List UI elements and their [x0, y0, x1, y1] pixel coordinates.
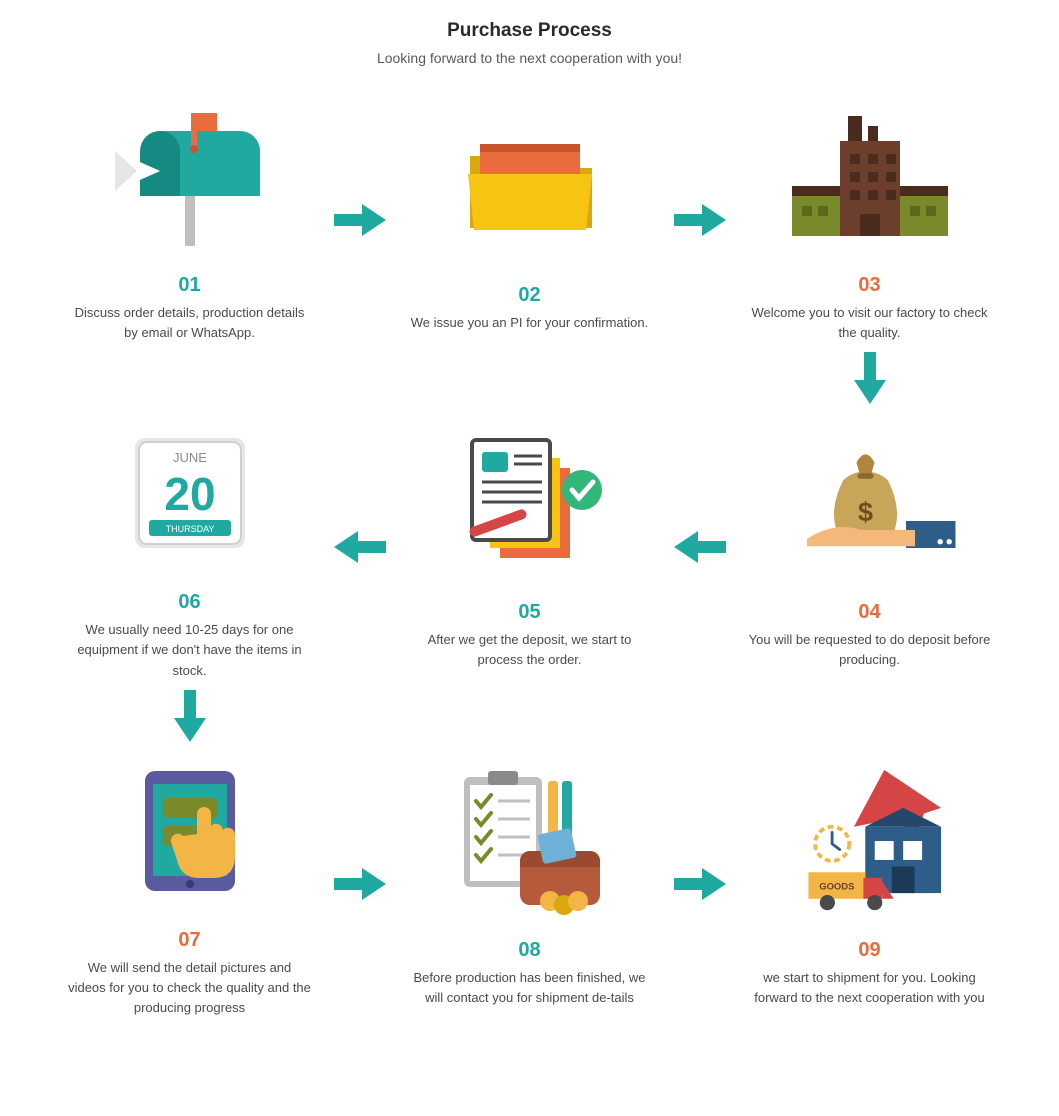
mailbox-icon [100, 96, 280, 256]
arrow-down-icon [60, 681, 320, 751]
step-number: 08 [518, 939, 540, 962]
step-01: 01 Discuss order details, production det… [60, 96, 320, 343]
step-desc: we start to shipment for you. Looking fo… [740, 968, 1000, 1008]
step-desc: We usually need 10-25 days for one equip… [60, 620, 320, 680]
step-number: 01 [178, 274, 200, 297]
page-subtitle: Looking forward to the next cooperation … [0, 50, 1059, 66]
step-07: 07 We will send the detail pictures and … [60, 751, 320, 1018]
step-number: 07 [178, 929, 200, 952]
step-number: 02 [518, 284, 540, 307]
step-04: $ 04 You will be requested to do deposit… [740, 423, 1000, 670]
factory-icon [780, 96, 960, 256]
step-desc: Discuss order details, production detail… [60, 303, 320, 343]
step-05: 05 After we get the deposit, we start to… [400, 423, 660, 670]
step-09: GOODS 09 we start to shipment for you. L… [740, 761, 1000, 1008]
calendar-icon: JUNE 20 THURSDAY [100, 413, 280, 573]
shipping-icon: GOODS [780, 761, 960, 921]
folder-icon [440, 106, 620, 266]
arrow-left-icon [660, 413, 740, 680]
step-desc: You will be requested to do deposit befo… [740, 630, 1000, 670]
step-desc: Before production has been finished, we … [400, 968, 660, 1008]
step-number: 03 [858, 274, 880, 297]
step-08: 08 Before production has been finished, … [400, 761, 660, 1008]
tablet-touch-icon [100, 751, 280, 911]
step-desc: Welcome you to visit our factory to chec… [740, 303, 1000, 343]
process-grid: 01 Discuss order details, production det… [0, 96, 1059, 1018]
step-number: 06 [178, 591, 200, 614]
svg-text:JUNE: JUNE [173, 450, 207, 465]
step-desc: We issue you an PI for your confirmation… [403, 313, 656, 333]
step-desc: We will send the detail pictures and vid… [60, 958, 320, 1018]
step-03: 03 Welcome you to visit our factory to c… [740, 96, 1000, 343]
svg-text:GOODS: GOODS [819, 881, 854, 892]
step-number: 09 [858, 939, 880, 962]
money-hand-icon: $ [780, 423, 960, 583]
page-title: Purchase Process [0, 20, 1059, 42]
arrow-right-icon [320, 96, 400, 343]
arrow-right-icon [660, 96, 740, 343]
svg-text:20: 20 [164, 468, 215, 520]
documents-check-icon [440, 423, 620, 583]
arrow-down-icon [740, 343, 1000, 413]
step-number: 04 [858, 601, 880, 624]
svg-text:$: $ [857, 497, 872, 527]
checklist-wallet-icon [440, 761, 620, 921]
arrow-right-icon [660, 751, 740, 1018]
svg-text:THURSDAY: THURSDAY [165, 524, 214, 534]
step-06: JUNE 20 THURSDAY 06 We usually need 10-2… [60, 413, 320, 680]
step-desc: After we get the deposit, we start to pr… [400, 630, 660, 670]
step-number: 05 [518, 601, 540, 624]
step-02: 02 We issue you an PI for your confirmat… [400, 106, 660, 333]
arrow-left-icon [320, 413, 400, 680]
arrow-right-icon [320, 751, 400, 1018]
